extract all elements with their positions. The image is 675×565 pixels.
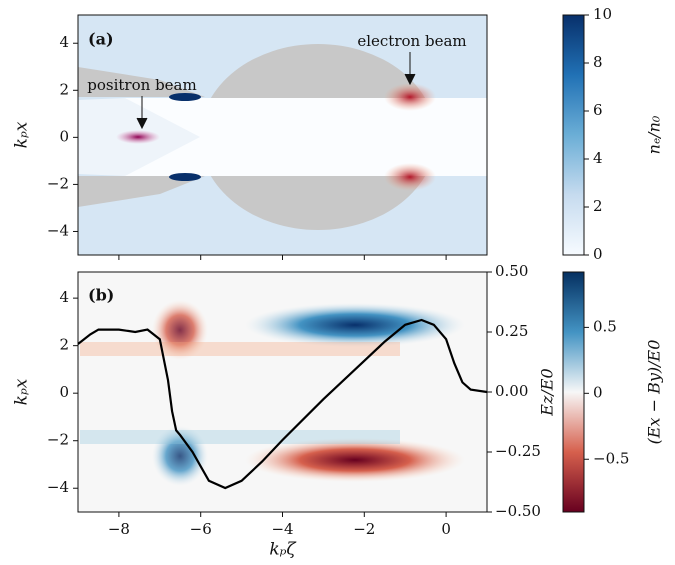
x-axis-label: kₚζ xyxy=(269,540,297,560)
y-tick-label: 2 xyxy=(59,336,69,354)
colorbar xyxy=(562,271,585,513)
field-map xyxy=(78,272,487,512)
colorbar-tick-label: 2 xyxy=(593,197,603,215)
y-tick-label: −4 xyxy=(47,478,69,496)
y2-tick-label: −0.50 xyxy=(495,502,541,520)
y-tick-label: 4 xyxy=(59,33,69,51)
y-axis-label: kₚx xyxy=(12,378,32,405)
y2-axis-label: Ez/E0 xyxy=(538,368,557,416)
y-tick-label: −4 xyxy=(47,221,69,239)
x-tick-label: 0 xyxy=(441,520,451,538)
colorbar-tick-label: 0 xyxy=(593,245,603,263)
colorbar xyxy=(562,14,585,256)
colorbar-label: (Ex − By)/E0 xyxy=(645,340,664,445)
arrow xyxy=(404,52,416,86)
y2-tick-label: 0.25 xyxy=(495,322,528,340)
arrow xyxy=(136,96,148,130)
colorbar-tick-label: 4 xyxy=(593,149,603,167)
x-tick-label: −4 xyxy=(271,520,293,538)
y-tick-label: −2 xyxy=(47,174,69,192)
colorbar-tick-label: 6 xyxy=(593,101,603,119)
annotation: positron beam xyxy=(87,76,196,94)
y-tick-label: −2 xyxy=(47,431,69,449)
colorbar-tick-label: 0 xyxy=(593,383,603,401)
y-axis-label: kₚx xyxy=(12,121,32,148)
y-tick-label: 0 xyxy=(59,127,69,145)
annotation: electron beam xyxy=(357,32,466,50)
y-tick-label: 4 xyxy=(59,288,69,306)
x-tick-label: −2 xyxy=(353,520,375,538)
panel-label: (a) xyxy=(88,30,114,49)
y2-tick-label: 0.50 xyxy=(495,262,528,280)
x-tick-label: −8 xyxy=(108,520,130,538)
colorbar-tick-label: 10 xyxy=(593,5,612,23)
colorbar-tick-label: −0.5 xyxy=(593,449,629,467)
y2-tick-label: 0.00 xyxy=(495,382,528,400)
colorbar-tick-label: 0.5 xyxy=(593,317,617,335)
ez-line xyxy=(78,318,487,490)
x-tick-label: −6 xyxy=(190,520,212,538)
colorbar-tick-label: 8 xyxy=(593,53,603,71)
y-tick-label: 2 xyxy=(59,80,69,98)
y-tick-label: 0 xyxy=(59,383,69,401)
panel-label: (b) xyxy=(88,286,114,305)
colorbar-label: nₑ/n₀ xyxy=(645,115,664,154)
density-field xyxy=(78,15,487,255)
y2-tick-label: −0.25 xyxy=(495,442,541,460)
